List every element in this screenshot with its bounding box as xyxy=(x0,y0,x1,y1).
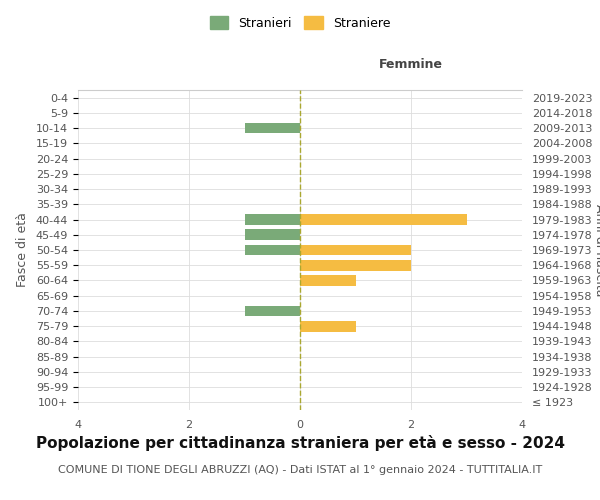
Bar xyxy=(300,214,467,225)
Bar xyxy=(300,275,355,286)
Bar xyxy=(245,306,300,316)
Bar xyxy=(245,214,300,225)
Y-axis label: Fasce di età: Fasce di età xyxy=(16,212,29,288)
Bar xyxy=(300,321,355,332)
Legend: Stranieri, Straniere: Stranieri, Straniere xyxy=(205,11,395,35)
Y-axis label: Anni di nascita: Anni di nascita xyxy=(593,204,600,296)
Bar xyxy=(245,230,300,240)
Bar xyxy=(300,244,411,256)
Text: Popolazione per cittadinanza straniera per età e sesso - 2024: Popolazione per cittadinanza straniera p… xyxy=(35,435,565,451)
Bar xyxy=(300,260,411,270)
Text: Femmine: Femmine xyxy=(379,58,443,71)
Bar xyxy=(245,244,300,256)
Text: COMUNE DI TIONE DEGLI ABRUZZI (AQ) - Dati ISTAT al 1° gennaio 2024 - TUTTITALIA.: COMUNE DI TIONE DEGLI ABRUZZI (AQ) - Dat… xyxy=(58,465,542,475)
Bar xyxy=(245,123,300,134)
